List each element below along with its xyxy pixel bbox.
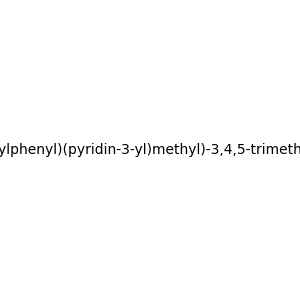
Text: N-((2,5-dimethylphenyl)(pyridin-3-yl)methyl)-3,4,5-trimethoxybenzamide: N-((2,5-dimethylphenyl)(pyridin-3-yl)met… (0, 143, 300, 157)
